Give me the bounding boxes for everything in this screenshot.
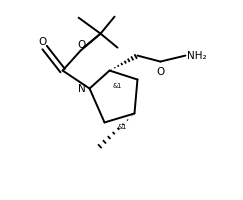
Text: O: O bbox=[78, 39, 86, 49]
Text: N: N bbox=[78, 83, 86, 93]
Text: &1: &1 bbox=[113, 82, 122, 88]
Text: NH₂: NH₂ bbox=[187, 50, 207, 60]
Text: O: O bbox=[157, 67, 165, 77]
Text: &1: &1 bbox=[118, 124, 127, 130]
Text: O: O bbox=[38, 36, 46, 46]
